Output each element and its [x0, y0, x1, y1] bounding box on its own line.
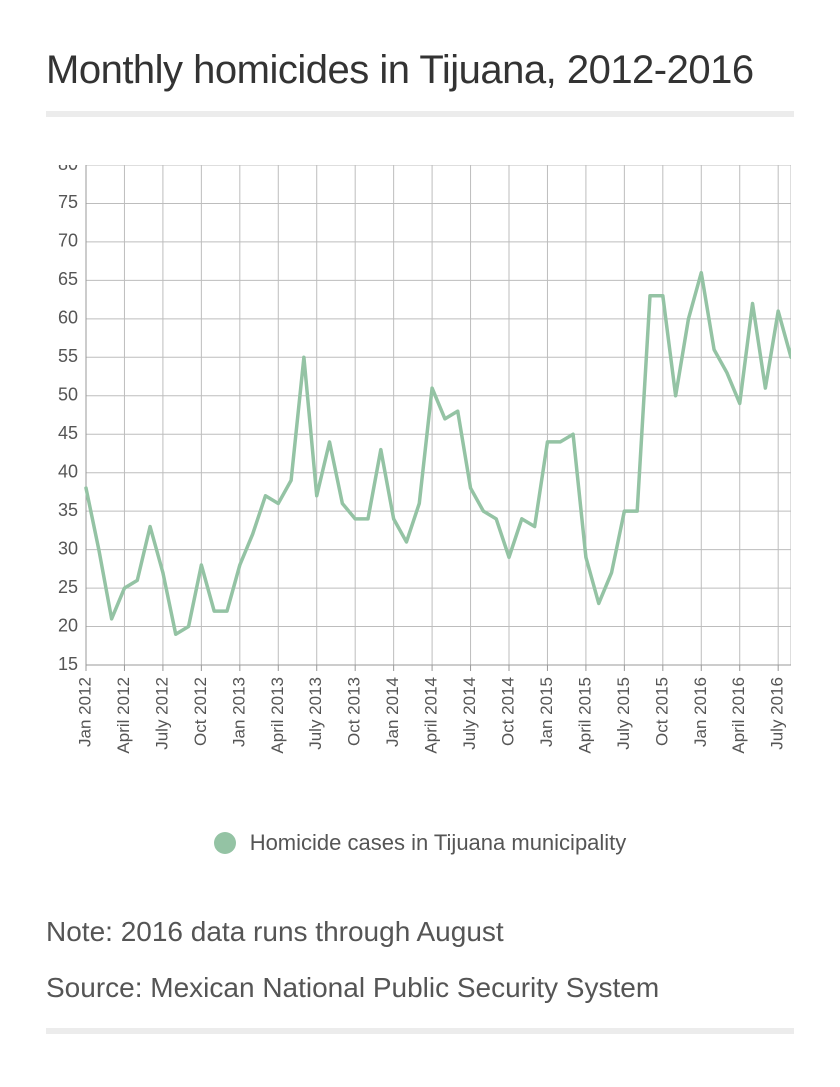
svg-text:65: 65	[58, 269, 78, 289]
line-chart: 15 20 25 30 35 40 45 50 55 60 65 70 75 80 Jan 2012 Apri…	[46, 165, 791, 765]
chart-title: Monthly homicides in Tijuana, 2012-2016	[46, 48, 794, 93]
chart-note: Note: 2016 data runs through August	[46, 916, 794, 948]
svg-text:Oct 2015: Oct 2015	[652, 677, 671, 746]
svg-text:April 2015: April 2015	[575, 677, 594, 754]
legend-dot-icon	[214, 832, 236, 854]
svg-text:July 2016: July 2016	[768, 677, 787, 750]
svg-text:Jan 2013: Jan 2013	[229, 677, 248, 747]
svg-text:July 2015: July 2015	[614, 677, 633, 750]
chart-area: 15 20 25 30 35 40 45 50 55 60 65 70 75 80 Jan 2012 Apri…	[46, 165, 794, 770]
svg-text:55: 55	[58, 346, 78, 366]
chart-source: Source: Mexican National Public Security…	[46, 972, 794, 1004]
svg-text:Oct 2014: Oct 2014	[498, 677, 517, 746]
divider-top	[46, 111, 794, 117]
chart-card: Monthly homicides in Tijuana, 2012-2016 …	[0, 0, 840, 1074]
svg-text:July 2014: July 2014	[460, 677, 479, 750]
svg-text:April 2013: April 2013	[268, 677, 287, 754]
svg-text:45: 45	[58, 423, 78, 443]
svg-text:75: 75	[58, 192, 78, 212]
svg-text:April 2014: April 2014	[422, 677, 441, 754]
svg-text:Jan 2014: Jan 2014	[383, 677, 402, 747]
svg-text:July 2013: July 2013	[306, 677, 325, 750]
legend-label: Homicide cases in Tijuana municipality	[250, 830, 627, 856]
svg-text:60: 60	[58, 308, 78, 328]
svg-text:25: 25	[58, 577, 78, 597]
svg-text:Jan 2015: Jan 2015	[537, 677, 556, 747]
svg-text:Jan 2012: Jan 2012	[75, 677, 94, 747]
svg-text:July 2012: July 2012	[152, 677, 171, 750]
svg-text:20: 20	[58, 615, 78, 635]
svg-text:40: 40	[58, 461, 78, 481]
svg-text:15: 15	[58, 654, 78, 674]
svg-text:Oct 2013: Oct 2013	[345, 677, 364, 746]
divider-bottom	[46, 1028, 794, 1034]
svg-text:April 2012: April 2012	[114, 677, 133, 754]
svg-text:70: 70	[58, 231, 78, 251]
legend: Homicide cases in Tijuana municipality	[46, 830, 794, 856]
svg-text:April 2016: April 2016	[729, 677, 748, 754]
svg-text:Oct 2012: Oct 2012	[191, 677, 210, 746]
svg-text:30: 30	[58, 538, 78, 558]
svg-text:35: 35	[58, 500, 78, 520]
svg-text:50: 50	[58, 385, 78, 405]
svg-text:80: 80	[58, 165, 78, 174]
svg-text:Jan 2016: Jan 2016	[691, 677, 710, 747]
